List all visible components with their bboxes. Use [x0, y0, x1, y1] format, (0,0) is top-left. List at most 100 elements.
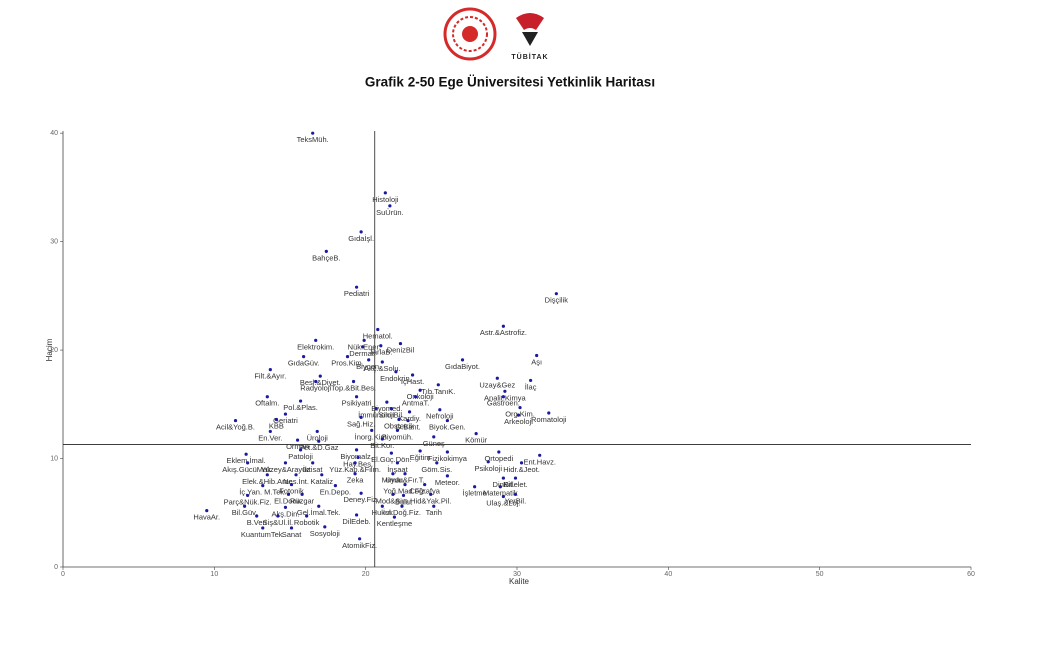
point-label: İst.Doğ.Fiz.: [383, 508, 421, 517]
point-label: Eğitim: [410, 453, 431, 462]
point-label: Analit.Kimya: [484, 393, 527, 402]
logo-text: TÜBİTAK: [511, 52, 548, 61]
point-label: Sosyoloji: [310, 529, 340, 538]
point: [354, 448, 359, 452]
point-label: Tarih: [426, 508, 442, 517]
point: [314, 338, 318, 342]
y-tick-label: 40: [50, 130, 58, 137]
point-label: İnorg.Kim.: [355, 432, 389, 441]
point: [295, 438, 300, 442]
point: [388, 204, 392, 208]
point: [276, 514, 280, 518]
point-label: Psikiyatri: [342, 399, 372, 408]
point-label: Kataliz: [311, 477, 334, 486]
point-label: İmmünoloji: [358, 411, 395, 420]
point: [398, 341, 403, 346]
logo-ring: [443, 7, 497, 61]
point: [445, 474, 449, 478]
point: [460, 358, 465, 362]
point-label: İşletme: [463, 489, 487, 498]
point-label: DenizBil: [387, 346, 415, 355]
point-label: DinBil.: [493, 480, 515, 489]
logo-gear: [452, 16, 488, 52]
point-label: Gastroen.: [487, 399, 520, 408]
point: [394, 370, 398, 374]
point: [498, 485, 502, 489]
point-label: Yüz.Kap.&Film.: [329, 465, 381, 474]
point-label: El.Güç.Dön.: [371, 455, 411, 464]
point: [353, 461, 357, 465]
point: [318, 374, 322, 378]
point: [311, 461, 315, 465]
point: [445, 450, 449, 454]
point: [311, 131, 315, 135]
point: [317, 439, 321, 443]
point-label: Parç&Nük.Fiz.: [224, 497, 272, 506]
point: [501, 494, 505, 499]
point: [354, 395, 359, 399]
point: [436, 383, 440, 387]
point-label: Ulaş.&Loj.: [486, 498, 520, 507]
point: [432, 435, 436, 439]
point: [410, 373, 415, 377]
point-label: Ent.Havz.: [523, 457, 556, 466]
point: [367, 358, 371, 362]
point-label: Zeka: [347, 476, 365, 485]
point-label: Tıb.TanıK.: [421, 387, 455, 396]
point: [403, 482, 407, 487]
point: [376, 327, 380, 332]
point-label: GıdaGüv.: [288, 359, 320, 368]
point: [513, 492, 518, 496]
point: [323, 525, 327, 529]
point: [407, 410, 412, 414]
point: [362, 338, 366, 342]
point: [414, 395, 418, 399]
y-tick-label: 0: [54, 564, 58, 571]
point-label: Biyomalz.: [340, 452, 373, 461]
point-label: Sağ.Hiz.: [347, 419, 375, 428]
point-label: Biyok.Gen.: [429, 423, 466, 432]
point: [370, 428, 374, 432]
point: [261, 484, 265, 488]
point: [501, 324, 505, 328]
point-label: BahçeB.: [312, 253, 340, 262]
x-tick-label: 40: [664, 571, 672, 578]
point-label: Aşı: [531, 357, 542, 366]
point-label: İç.Yan. M.Tek.: [239, 488, 286, 497]
logo-center: [462, 26, 478, 42]
point-label: Uzay&Gez: [479, 380, 515, 389]
point-label: Bulut: [395, 497, 413, 506]
point-label: Arkeoloji: [504, 417, 533, 426]
point-label: Rüzgar: [290, 496, 315, 505]
point-label: Acil&Yoğ.B.: [216, 423, 255, 432]
point: [314, 379, 318, 384]
point-label: Matematik: [483, 489, 518, 498]
point: [473, 485, 477, 489]
point: [503, 389, 507, 393]
point-label: TarlaB.: [369, 348, 392, 357]
point-label: Fizikokimya: [428, 454, 468, 463]
point: [395, 428, 400, 432]
point: [395, 461, 400, 465]
tubitak-mark: [522, 32, 538, 46]
point-label: Fotonik: [279, 487, 304, 496]
point: [423, 482, 427, 487]
point: [286, 492, 291, 496]
point: [268, 429, 272, 434]
point: [261, 526, 265, 530]
point: [354, 513, 359, 517]
point-label: Kentleşme: [377, 519, 412, 528]
point-label: Hukuk: [372, 508, 394, 517]
point: [233, 418, 238, 423]
point: [380, 360, 384, 364]
point-label: Deney.Fiz.: [343, 495, 378, 504]
point: [418, 388, 422, 392]
point: [374, 407, 378, 411]
point: [516, 413, 521, 417]
point-label: Elektrokim.: [297, 342, 334, 351]
point: [265, 395, 269, 399]
point: [294, 473, 298, 477]
y-tick-label: 30: [50, 238, 58, 245]
point: [389, 451, 393, 455]
